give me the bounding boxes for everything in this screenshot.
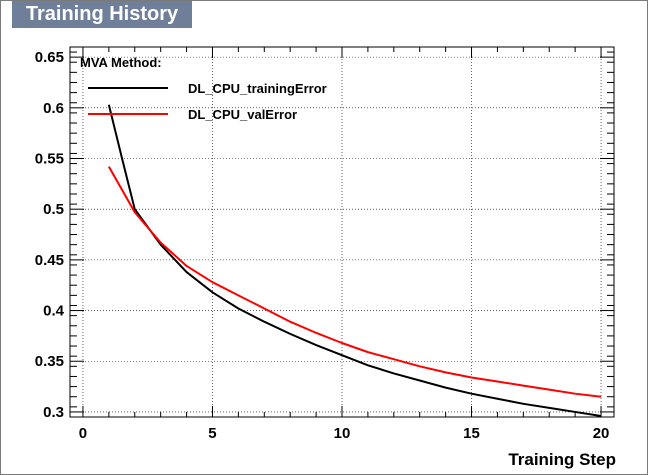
y-tick-label: 0.6: [43, 100, 64, 117]
x-tick-label: 15: [463, 425, 480, 442]
y-tick-label: 0.55: [35, 151, 64, 168]
x-axis-label: Training Step: [508, 450, 616, 469]
legend-entry-label: DL_CPU_trainingError: [188, 81, 327, 96]
y-tick-label: 0.5: [43, 201, 64, 218]
y-tick-label: 0.4: [43, 303, 65, 320]
y-tick-label: 0.35: [35, 353, 64, 370]
x-tick-label: 0: [79, 425, 87, 442]
y-tick-label: 0.65: [35, 49, 64, 66]
legend-entry-label: DL_CPU_valError: [188, 107, 297, 122]
x-tick-label: 5: [208, 425, 216, 442]
y-tick-label: 0.45: [35, 252, 64, 269]
x-tick-label: 10: [334, 425, 351, 442]
window-title: Training History: [12, 1, 192, 28]
x-tick-label: 20: [593, 425, 610, 442]
y-tick-label: 0.3: [43, 404, 64, 421]
legend-header: MVA Method:: [80, 55, 162, 70]
